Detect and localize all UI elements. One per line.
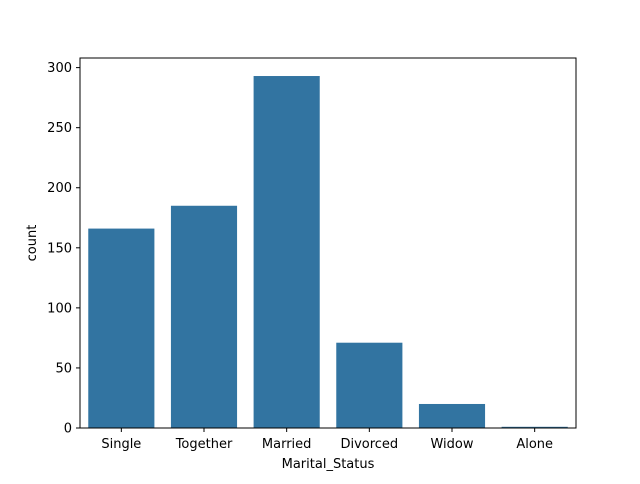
x-tick-label: Together <box>175 437 233 452</box>
y-tick-label: 100 <box>47 301 72 316</box>
y-axis-label: count <box>25 225 40 262</box>
y-tick-label: 200 <box>47 181 72 196</box>
y-tick-label: 0 <box>64 422 72 437</box>
x-tick-label: Divorced <box>340 437 398 452</box>
x-tick-label: Single <box>101 437 141 452</box>
x-axis-label: Marital_Status <box>282 457 375 472</box>
bar-widow <box>418 403 486 428</box>
bar-together <box>170 205 238 428</box>
y-tick-label: 250 <box>47 121 72 136</box>
x-tick-label: Married <box>262 437 312 452</box>
bar-married <box>253 76 320 429</box>
bars-group <box>88 76 568 429</box>
y-tick-label: 150 <box>47 241 72 256</box>
bar-single <box>88 228 155 428</box>
x-tick-label: Alone <box>516 437 553 452</box>
x-tick-label: Widow <box>430 437 473 452</box>
y-tick-label: 50 <box>55 361 72 376</box>
y-tick-label: 300 <box>47 61 72 76</box>
bar-alone <box>501 426 568 428</box>
x-axis-ticks: Single Together Married Divorced Widow Alone <box>101 428 553 452</box>
bar-divorced <box>336 342 403 428</box>
y-axis-ticks: 0 50 100 150 200 250 300 <box>47 61 80 437</box>
axes-frame <box>79 57 577 429</box>
